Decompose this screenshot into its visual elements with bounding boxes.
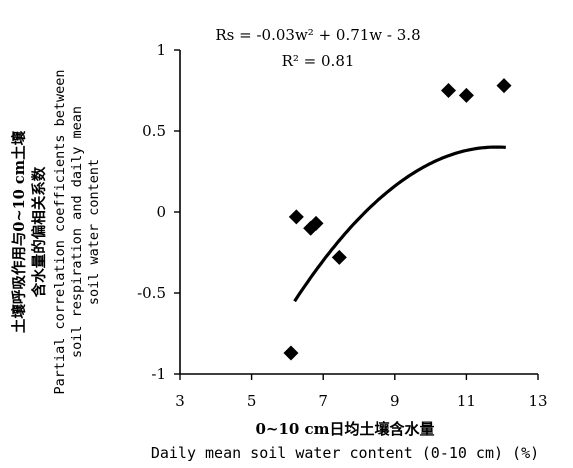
fit-equation-line-1: Rs = -0.03w² + 0.71w - 3.8: [215, 26, 420, 44]
x-tick-label: 11: [457, 392, 476, 410]
data-point-diamond: [332, 250, 347, 265]
x-tick-label: 13: [528, 392, 547, 410]
y-tick-label: 0: [156, 203, 166, 221]
data-point-diamond: [441, 83, 456, 98]
y-axis-title-line-2: 含水量的偏相关系数: [30, 166, 48, 297]
y-axis-title-line-3: Partial correlation coefficients between: [52, 69, 68, 394]
y-axis-title-line-1: 土壤呼吸作用与0~10 cm土壤: [10, 130, 28, 333]
fit-equation-line-2: R² = 0.81: [282, 52, 355, 70]
x-tick-label: 7: [318, 392, 328, 410]
data-point-diamond: [289, 209, 304, 224]
x-axis-title-cn: 0~10 cm日均土壤含水量: [255, 420, 434, 438]
axes: [174, 50, 538, 380]
y-tick-labels: -1 -0.5 0 0.5 1: [137, 41, 166, 383]
y-tick-label: 0.5: [142, 122, 166, 140]
y-tick-label: 1: [156, 41, 166, 59]
x-axis-title: 0~10 cm日均土壤含水量 Daily mean soil water con…: [151, 420, 539, 462]
data-point-diamond: [459, 88, 474, 103]
fit-equation: Rs = -0.03w² + 0.71w - 3.8 R² = 0.81: [215, 26, 420, 70]
fit-curve: [295, 147, 506, 301]
x-axis-title-en: Daily mean soil water content (0-10 cm) …: [151, 444, 539, 462]
data-point-diamond: [496, 78, 511, 93]
data-points: [283, 78, 511, 360]
y-tick-label: -0.5: [137, 284, 166, 302]
x-tick-label: 5: [247, 392, 257, 410]
x-tick-label: 3: [175, 392, 185, 410]
x-tick-label: 9: [390, 392, 400, 410]
y-axis-title-line-5: soil water content: [86, 159, 102, 305]
data-point-diamond: [283, 345, 298, 360]
y-axis-title-line-4: soil respiration and daily mean: [69, 106, 85, 358]
y-axis-title: 土壤呼吸作用与0~10 cm土壤 含水量的偏相关系数 Partial corre…: [10, 69, 102, 394]
x-tick-labels: 3 5 7 9 11 13: [175, 392, 547, 410]
y-tick-label: -1: [151, 365, 166, 383]
